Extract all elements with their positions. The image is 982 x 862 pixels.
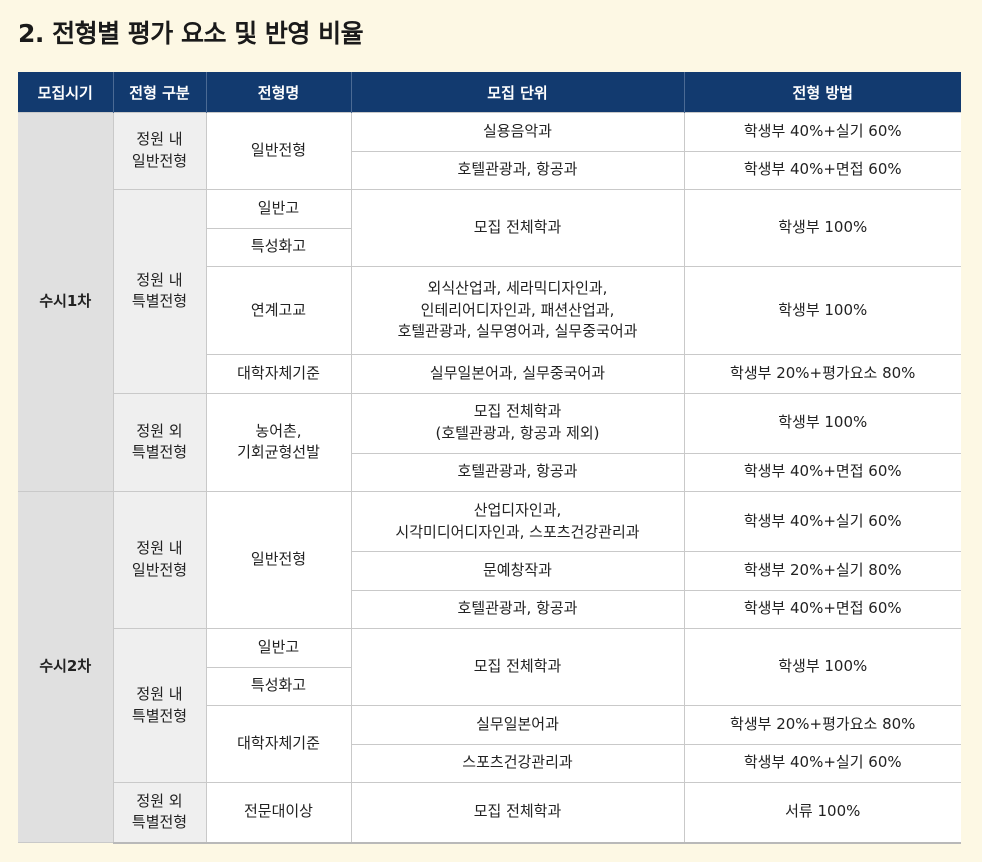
table-row: 대학자체기준 실무일본어과, 실무중국어과 학생부 20%+평가요소 80% xyxy=(18,354,961,394)
type-cell: 정원 외 특별전형 xyxy=(112,392,207,492)
name-cell: 일반고 xyxy=(205,189,352,229)
method-cell: 학생부 40%+면접 60% xyxy=(683,452,961,492)
table-row: 호텔관광과, 항공과 학생부 40%+면접 60% xyxy=(18,589,961,629)
table-row: 정원 외 특별전형 농어촌, 기회균형선발 모집 전체학과 (호텔관광과, 항공… xyxy=(18,392,961,492)
header-method: 전형 방법 xyxy=(683,72,961,113)
method-cell: 학생부 20%+평가요소 80% xyxy=(683,705,961,745)
name-cell: 일반고 xyxy=(205,628,352,668)
method-cell: 서류 100% xyxy=(683,782,961,844)
header-unit: 모집 단위 xyxy=(350,72,684,113)
method-cell: 학생부 100% xyxy=(683,266,961,355)
table-row: 정원 내 특별전형 일반고 모집 전체학과 학생부 100% xyxy=(18,189,961,394)
method-cell: 학생부 100% xyxy=(683,392,961,454)
unit-cell: 모집 전체학과 xyxy=(350,189,685,267)
header-name: 전형명 xyxy=(205,72,351,113)
method-cell: 학생부 40%+실기 60% xyxy=(683,112,961,152)
table-row: 호텔관광과, 항공과 학생부 40%+면접 60% xyxy=(18,452,961,492)
method-cell: 학생부 40%+면접 60% xyxy=(683,589,961,629)
unit-cell: 문예창작과 xyxy=(350,551,685,591)
period-cell: 수시1차 xyxy=(18,112,114,492)
table-row: 호텔관광과, 항공과 학생부 40%+면접 60% xyxy=(18,150,961,190)
table-row: 수시1차 정원 내 일반전형 일반전형 실용음악과 학생부 40%+실기 60% xyxy=(18,112,961,492)
table-row: 문예창작과 학생부 20%+실기 80% xyxy=(18,551,961,591)
name-cell: 전문대이상 xyxy=(205,782,352,844)
unit-cell: 호텔관광과, 항공과 xyxy=(350,150,685,190)
name-cell: 일반전형 xyxy=(205,491,352,629)
header-type: 전형 구분 xyxy=(112,72,206,113)
type-cell: 정원 외 특별전형 xyxy=(112,782,207,844)
method-cell: 학생부 40%+면접 60% xyxy=(683,150,961,190)
type-cell: 정원 내 특별전형 xyxy=(112,628,207,783)
unit-cell: 모집 전체학과 (호텔관광과, 항공과 제외) xyxy=(350,392,685,454)
method-cell: 학생부 20%+평가요소 80% xyxy=(683,354,961,394)
method-cell: 학생부 20%+실기 80% xyxy=(683,551,961,591)
unit-cell: 모집 전체학과 xyxy=(350,782,685,844)
table-row: 특성화고 xyxy=(18,666,961,706)
method-cell: 학생부 100% xyxy=(683,628,961,706)
header-period: 모집시기 xyxy=(18,72,113,113)
method-cell: 학생부 40%+실기 60% xyxy=(683,491,961,552)
name-cell: 연계고교 xyxy=(205,266,352,355)
name-cell: 특성화고 xyxy=(205,227,351,267)
admission-table: 모집시기 전형 구분 전형명 모집 단위 전형 방법 수시1차 정원 내 일반전… xyxy=(18,72,961,844)
unit-cell: 실용음악과 xyxy=(350,112,685,152)
table-header-row: 모집시기 전형 구분 전형명 모집 단위 전형 방법 xyxy=(18,72,961,113)
table-row: 수시2차 정원 내 일반전형 일반전형 산업디자인과, 시각미디어디자인과, 스… xyxy=(18,491,961,843)
name-cell: 일반전형 xyxy=(205,112,352,190)
unit-cell: 산업디자인과, 시각미디어디자인과, 스포츠건강관리과 xyxy=(350,491,685,552)
unit-cell: 호텔관광과, 항공과 xyxy=(350,452,685,492)
table-row: 특성화고 xyxy=(18,227,961,267)
table-row: 대학자체기준 실무일본어과 학생부 20%+평가요소 80% xyxy=(18,705,961,783)
name-cell: 농어촌, 기회균형선발 xyxy=(205,392,352,492)
table-row: 스포츠건강관리과 학생부 40%+실기 60% xyxy=(18,743,961,783)
method-cell: 학생부 40%+실기 60% xyxy=(683,743,961,783)
name-cell: 대학자체기준 xyxy=(205,705,352,783)
type-cell: 정원 내 특별전형 xyxy=(112,189,207,394)
name-cell: 특성화고 xyxy=(205,666,351,706)
table-row: 정원 내 특별전형 일반고 모집 전체학과 학생부 100% xyxy=(18,628,961,783)
type-cell: 정원 내 일반전형 xyxy=(112,491,207,629)
unit-cell: 호텔관광과, 항공과 xyxy=(350,589,685,629)
unit-cell: 실무일본어과 xyxy=(350,705,685,745)
method-cell: 학생부 100% xyxy=(683,189,961,267)
unit-cell: 모집 전체학과 xyxy=(350,628,685,706)
table-row: 연계고교 외식산업과, 세라믹디자인과, 인테리어디자인과, 패션산업과, 호텔… xyxy=(18,266,961,355)
period-cell: 수시2차 xyxy=(18,491,114,843)
name-cell: 대학자체기준 xyxy=(205,354,352,394)
unit-cell: 실무일본어과, 실무중국어과 xyxy=(350,354,685,394)
unit-cell: 스포츠건강관리과 xyxy=(350,743,685,783)
type-cell: 정원 내 일반전형 xyxy=(112,112,207,190)
page-title: 2. 전형별 평가 요소 및 반영 비율 xyxy=(18,19,364,48)
unit-cell: 외식산업과, 세라믹디자인과, 인테리어디자인과, 패션산업과, 호텔관광과, … xyxy=(350,266,685,355)
table-row: 정원 외 특별전형 전문대이상 모집 전체학과 서류 100% xyxy=(18,782,961,844)
